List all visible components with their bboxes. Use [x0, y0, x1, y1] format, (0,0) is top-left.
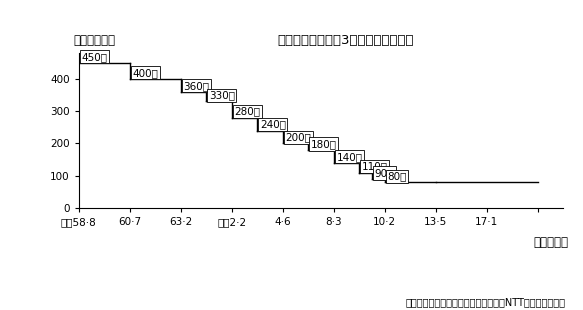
- Text: （料金：円）: （料金：円）: [74, 34, 116, 47]
- Text: 360円: 360円: [183, 81, 209, 91]
- Text: （年・月）: （年・月）: [533, 236, 568, 249]
- Text: 180円: 180円: [311, 139, 337, 149]
- Text: 400円: 400円: [132, 68, 158, 78]
- Text: 330円: 330円: [209, 91, 235, 100]
- Text: 240円: 240円: [260, 120, 286, 130]
- Text: 110円: 110円: [362, 162, 388, 171]
- Text: 140円: 140円: [336, 152, 363, 162]
- Text: 80円: 80円: [388, 171, 407, 181]
- Text: 280円: 280円: [234, 107, 260, 117]
- Text: 450円: 450円: [81, 52, 107, 62]
- Text: 90円: 90円: [375, 168, 394, 178]
- Text: 東京～大阪　昼锂3分当たりの通話料: 東京～大阪 昼锂3分当たりの通話料: [277, 34, 413, 47]
- Text: 200円: 200円: [285, 132, 311, 143]
- Text: 社団法人電気通信事業者協会資料及びNTT資料により作成: 社団法人電気通信事業者協会資料及びNTT資料により作成: [406, 297, 566, 307]
